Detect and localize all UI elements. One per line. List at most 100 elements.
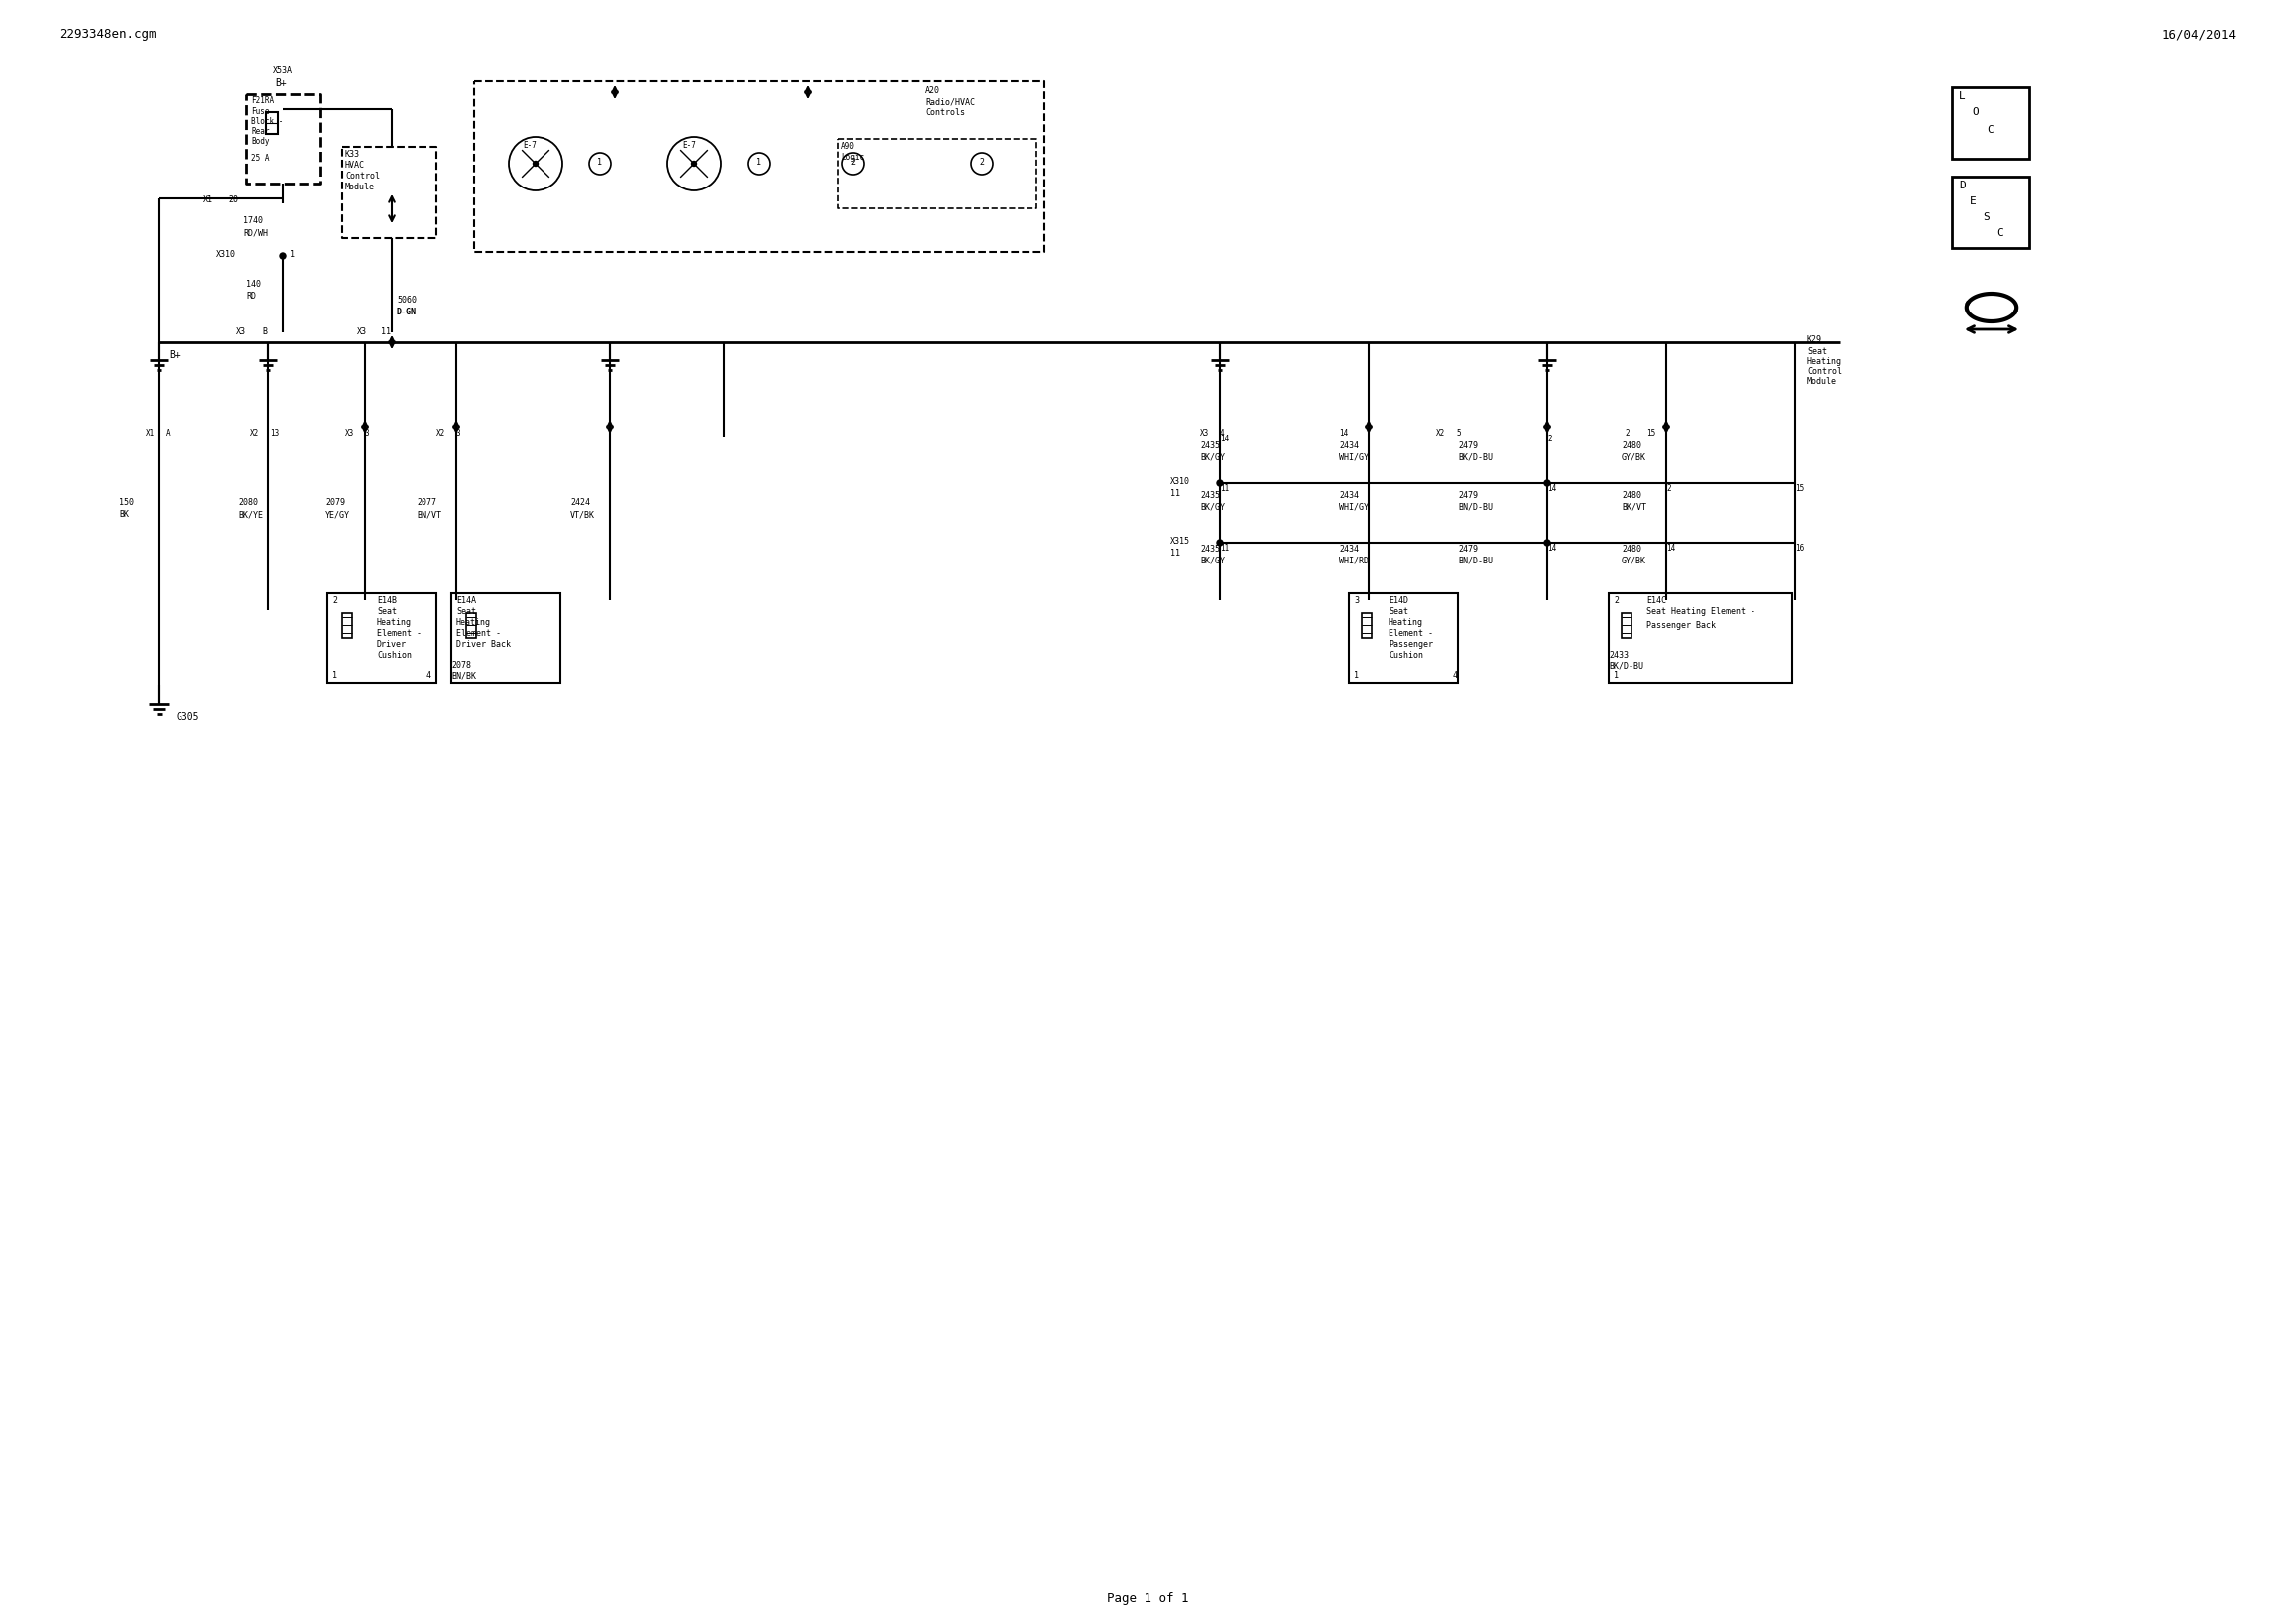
Text: Controls: Controls bbox=[925, 109, 964, 117]
Circle shape bbox=[533, 161, 537, 166]
Text: VT/BK: VT/BK bbox=[569, 510, 595, 518]
Text: 14: 14 bbox=[1667, 544, 1676, 552]
Text: X3: X3 bbox=[344, 429, 354, 437]
Text: 11: 11 bbox=[1171, 489, 1180, 499]
Text: Element -: Element - bbox=[1389, 628, 1433, 638]
Text: 2: 2 bbox=[333, 596, 338, 606]
Text: 4: 4 bbox=[1219, 429, 1224, 437]
Text: 15: 15 bbox=[1795, 484, 1805, 494]
Text: 2079: 2079 bbox=[326, 499, 344, 507]
Text: 4: 4 bbox=[1453, 671, 1458, 679]
Text: 11: 11 bbox=[381, 328, 390, 336]
Text: X3: X3 bbox=[358, 328, 367, 336]
Bar bbox=[1348, 593, 1458, 682]
Text: 20: 20 bbox=[227, 195, 239, 205]
Text: BK: BK bbox=[119, 510, 129, 518]
Text: 2078: 2078 bbox=[452, 661, 471, 669]
Circle shape bbox=[691, 161, 696, 166]
Text: C: C bbox=[1998, 229, 2002, 239]
Text: 2480: 2480 bbox=[1621, 490, 1642, 500]
Text: 2435: 2435 bbox=[1201, 544, 1219, 554]
Text: 140: 140 bbox=[246, 279, 262, 289]
Text: 150: 150 bbox=[119, 499, 133, 507]
Text: 2: 2 bbox=[978, 158, 985, 167]
Text: 1: 1 bbox=[1614, 671, 1619, 679]
Text: 2435: 2435 bbox=[1201, 442, 1219, 450]
Text: BN/BK: BN/BK bbox=[452, 672, 475, 680]
Text: Fuse: Fuse bbox=[250, 107, 269, 115]
Text: 14: 14 bbox=[1219, 435, 1228, 443]
Text: X2: X2 bbox=[250, 429, 259, 437]
Text: A: A bbox=[165, 429, 170, 437]
Text: 1: 1 bbox=[333, 671, 338, 679]
Text: X310: X310 bbox=[1171, 477, 1189, 486]
Text: D: D bbox=[1958, 180, 1965, 190]
Text: 5060: 5060 bbox=[397, 296, 416, 305]
Text: 2424: 2424 bbox=[569, 499, 590, 507]
Bar bbox=[1362, 614, 1371, 638]
Text: X3: X3 bbox=[236, 328, 246, 336]
Text: BK/GY: BK/GY bbox=[1201, 557, 1224, 565]
Text: BK/VT: BK/VT bbox=[1621, 503, 1646, 512]
Text: 2480: 2480 bbox=[1621, 544, 1642, 554]
Text: X2: X2 bbox=[1435, 429, 1444, 437]
Text: 2: 2 bbox=[1548, 435, 1552, 443]
Bar bbox=[466, 614, 475, 638]
Text: 25 A: 25 A bbox=[250, 154, 269, 162]
Text: X3: X3 bbox=[1201, 429, 1210, 437]
Text: D-GN: D-GN bbox=[397, 307, 416, 317]
Text: X53A: X53A bbox=[273, 67, 292, 75]
Text: Radio/HVAC: Radio/HVAC bbox=[925, 97, 976, 106]
Text: BK/D-BU: BK/D-BU bbox=[1458, 453, 1492, 463]
Text: BN/VT: BN/VT bbox=[416, 510, 441, 518]
Text: 2479: 2479 bbox=[1458, 490, 1479, 500]
Text: Seat: Seat bbox=[377, 607, 397, 615]
Text: BN/D-BU: BN/D-BU bbox=[1458, 503, 1492, 512]
Circle shape bbox=[1545, 539, 1550, 546]
Text: Rear: Rear bbox=[250, 127, 269, 136]
Text: BK/D-BU: BK/D-BU bbox=[1609, 661, 1644, 671]
Text: K29: K29 bbox=[1807, 335, 1823, 344]
Circle shape bbox=[1217, 539, 1224, 546]
Text: Seat: Seat bbox=[1807, 348, 1828, 356]
Bar bbox=[1621, 614, 1632, 638]
Text: X310: X310 bbox=[216, 250, 236, 258]
Text: C: C bbox=[1986, 125, 1993, 135]
Text: BK/GY: BK/GY bbox=[1201, 453, 1224, 463]
Text: 1: 1 bbox=[1355, 671, 1359, 679]
Text: Passenger Back: Passenger Back bbox=[1646, 620, 1715, 630]
Text: A90: A90 bbox=[840, 141, 854, 151]
Bar bbox=[452, 593, 560, 682]
Text: WHI/RD: WHI/RD bbox=[1339, 557, 1368, 565]
Text: RD/WH: RD/WH bbox=[243, 229, 269, 237]
Text: S: S bbox=[1981, 213, 1988, 222]
Text: G305: G305 bbox=[177, 713, 200, 723]
Text: 2435: 2435 bbox=[1201, 490, 1219, 500]
Text: X2: X2 bbox=[436, 429, 445, 437]
Text: Element -: Element - bbox=[377, 628, 422, 638]
Text: 2: 2 bbox=[1626, 429, 1630, 437]
Text: X315: X315 bbox=[1171, 536, 1189, 546]
Text: 2479: 2479 bbox=[1458, 442, 1479, 450]
Text: RD: RD bbox=[246, 292, 255, 300]
Text: Module: Module bbox=[1807, 377, 1837, 387]
Text: X1: X1 bbox=[145, 429, 154, 437]
Text: E: E bbox=[1970, 197, 1977, 206]
Text: Logic: Logic bbox=[840, 153, 863, 162]
Text: Cushion: Cushion bbox=[1389, 651, 1424, 659]
Text: X1: X1 bbox=[204, 195, 214, 205]
Text: E14C: E14C bbox=[1646, 596, 1667, 606]
Text: F21RA: F21RA bbox=[250, 96, 273, 106]
Text: Block -: Block - bbox=[250, 117, 282, 127]
Text: 2077: 2077 bbox=[416, 499, 436, 507]
Text: 2434: 2434 bbox=[1339, 544, 1359, 554]
Text: BK/YE: BK/YE bbox=[239, 510, 262, 518]
Bar bbox=[266, 112, 278, 133]
Text: E14A: E14A bbox=[457, 596, 475, 606]
Text: 11: 11 bbox=[1171, 549, 1180, 557]
Text: 2433: 2433 bbox=[1609, 651, 1628, 659]
Text: 11: 11 bbox=[1219, 484, 1228, 494]
Text: E-7: E-7 bbox=[523, 141, 537, 149]
Text: Body: Body bbox=[250, 136, 269, 146]
Text: 15: 15 bbox=[1646, 429, 1655, 437]
